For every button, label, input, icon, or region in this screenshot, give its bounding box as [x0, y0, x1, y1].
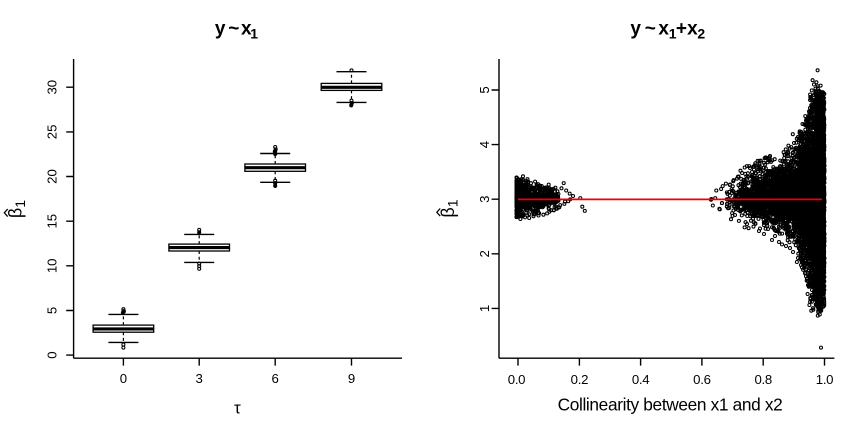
svg-text:30: 30 [45, 80, 60, 95]
svg-text:3: 3 [196, 371, 203, 386]
svg-text:4: 4 [477, 141, 492, 148]
svg-text:0.8: 0.8 [754, 372, 771, 387]
svg-text:10: 10 [45, 258, 60, 273]
svg-text:20: 20 [45, 169, 60, 184]
svg-text:1.0: 1.0 [816, 372, 833, 387]
svg-text:0.6: 0.6 [693, 372, 710, 387]
svg-text:3: 3 [477, 196, 492, 203]
svg-text:5: 5 [477, 86, 492, 93]
svg-text:y~x1: y ~x1 [215, 19, 258, 42]
svg-text:0: 0 [120, 371, 127, 386]
svg-text:Collinearity between x1 and x2: Collinearity between x1 and x2 [558, 395, 783, 415]
svg-text:25: 25 [45, 125, 60, 140]
svg-text:15: 15 [45, 214, 60, 229]
svg-text:5: 5 [45, 307, 60, 314]
svg-text:τ: τ [234, 399, 241, 418]
svg-text:y~x1+x2: y ~ x1+x2 [630, 19, 705, 42]
svg-text:0.0: 0.0 [508, 372, 525, 387]
svg-text:0.4: 0.4 [632, 372, 649, 387]
svg-text:0: 0 [45, 351, 60, 358]
svg-text:0.2: 0.2 [571, 372, 588, 387]
svg-text:9: 9 [348, 371, 355, 386]
svg-text:2: 2 [477, 250, 492, 257]
svg-text:1: 1 [477, 305, 492, 312]
svg-text:6: 6 [272, 371, 279, 386]
